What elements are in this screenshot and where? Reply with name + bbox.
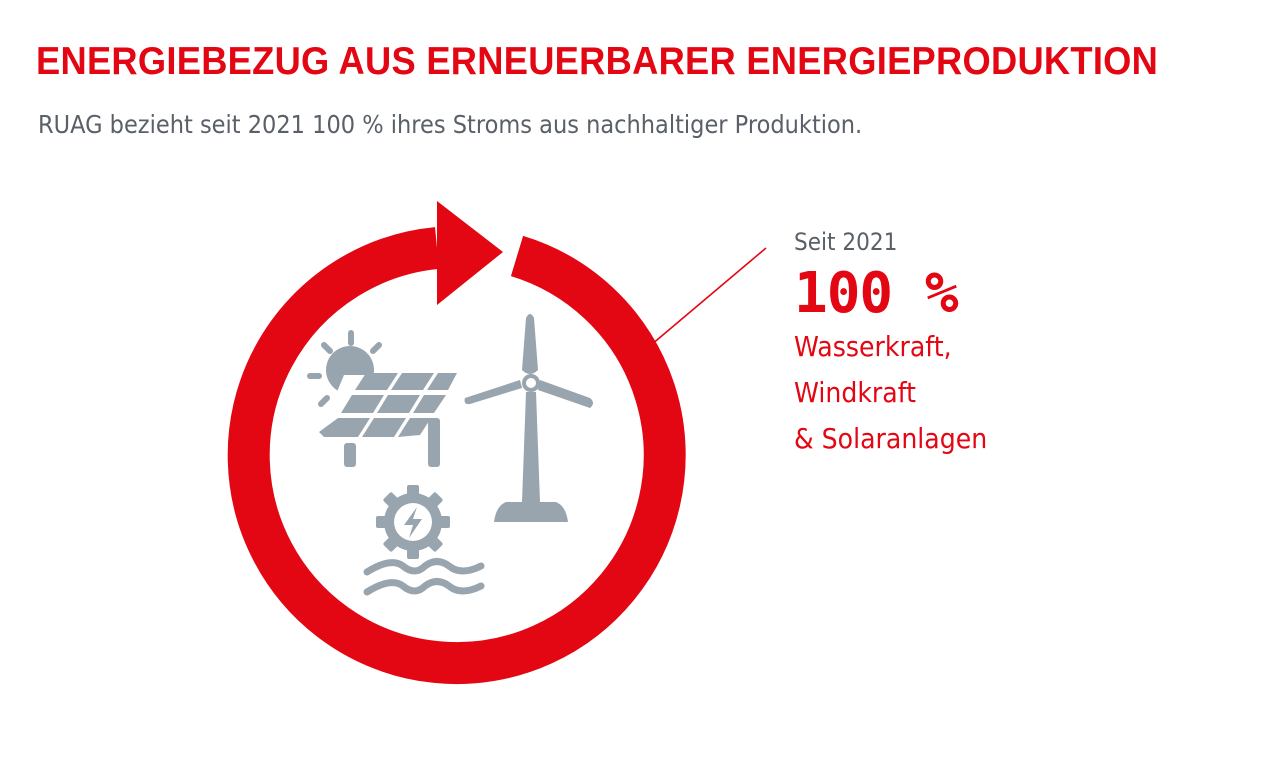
- sun-icon: [307, 330, 382, 407]
- wind-turbine-icon: [464, 314, 593, 522]
- page-subtitle: RUAG bezieht seit 2021 100 % ihres Strom…: [38, 110, 863, 139]
- solar-panel-icon: [318, 373, 458, 467]
- callout-since-label: Seit 2021: [794, 228, 898, 256]
- callout-connector-line: [650, 247, 767, 346]
- water-waves-icon: [363, 558, 485, 596]
- callout: Seit 2021 100 % Wasserkraft, Windkraft &…: [794, 228, 1009, 462]
- callout-source-hydro: Wasserkraft,: [794, 330, 952, 363]
- callout-source-solar: & Solaranlagen: [794, 422, 988, 455]
- hydro-power-icon: [376, 485, 450, 559]
- circular-arrow-icon: [227, 201, 686, 685]
- page-title: ENERGIEBEZUG AUS ERNEUERBARER ENERGIEPRO…: [36, 40, 1159, 83]
- callout-percentage: 100 %: [794, 261, 959, 326]
- callout-source-wind: Windkraft: [794, 376, 917, 409]
